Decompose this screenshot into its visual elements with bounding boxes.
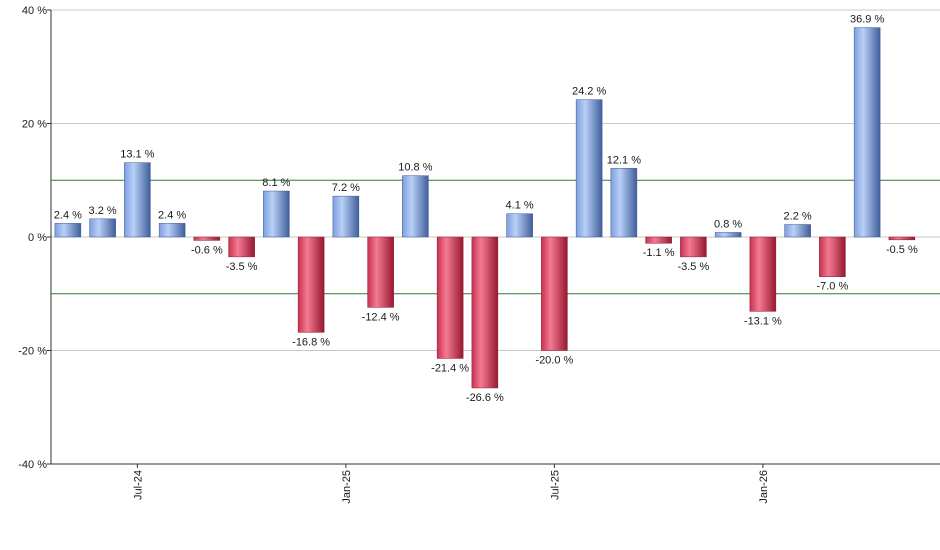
bar <box>158 223 186 238</box>
bar-value-label: 3.2 % <box>89 205 117 217</box>
bar-value-label: -0.5 % <box>886 244 918 256</box>
bar <box>436 236 464 359</box>
bar <box>263 190 290 238</box>
bar <box>610 168 638 238</box>
bar <box>853 27 881 238</box>
bar-value-label: -20.0 % <box>535 355 573 367</box>
bar <box>297 236 325 333</box>
bar <box>541 236 568 351</box>
y-tick-label: -20 % <box>18 346 47 358</box>
bar-value-label: 8.1 % <box>262 177 290 189</box>
y-tick-label: 20 % <box>22 119 47 131</box>
x-tick-label: Jul-25 <box>549 470 561 500</box>
bar <box>575 99 603 238</box>
bar <box>89 218 116 238</box>
bar <box>506 213 533 238</box>
x-tick-label: Jan-26 <box>758 470 770 504</box>
bars <box>54 27 916 389</box>
bar <box>402 175 429 238</box>
bar-value-labels: 2.4 % 3.2 %13.1 %2.4 %-0.6 %-3.5 %8.1 %-1… <box>54 14 918 404</box>
bar <box>367 236 394 308</box>
bar-value-label: -12.4 % <box>362 311 400 323</box>
bar-value-label: -26.6 % <box>466 392 504 404</box>
y-tick-label: -40 % <box>18 459 47 471</box>
bar-value-label: 36.9 % <box>850 14 884 26</box>
bar <box>784 224 811 238</box>
bar-value-label: 24.2 % <box>572 86 606 98</box>
bar <box>54 223 82 238</box>
bar-value-label: 12.1 % <box>607 154 641 166</box>
bar <box>888 236 916 241</box>
bar <box>332 195 360 238</box>
bar <box>228 236 255 258</box>
bar-value-label: 7.2 % <box>332 182 360 194</box>
bar-value-label: 10.8 % <box>398 162 432 174</box>
x-tick-label: Jul-24 <box>132 470 144 500</box>
bar-value-label: 13.1 % <box>120 149 154 161</box>
bar <box>645 236 672 244</box>
y-tick-label: 40 % <box>22 5 47 17</box>
bar-value-label: 4.1 % <box>506 200 534 212</box>
x-tick-label: Jan-25 <box>341 470 353 504</box>
bar-value-label: -3.5 % <box>226 261 258 273</box>
bar-value-label: -3.5 % <box>677 261 709 273</box>
bar <box>680 236 707 258</box>
y-axis-tick-labels: 40 % 20 % 0 % -20 % -40 % <box>18 5 51 471</box>
bar-value-label: -13.1 % <box>744 315 782 327</box>
bar-value-label: -21.4 % <box>431 362 469 374</box>
bar <box>819 236 846 277</box>
bar-value-label: -16.8 % <box>292 336 330 348</box>
bar-value-label: -1.1 % <box>643 247 675 259</box>
bar-value-label: 2.4 % <box>158 209 186 221</box>
x-axis-tick-labels: Jul-24 Jan-25 Jul-25 Jan-26 <box>132 464 770 504</box>
bar <box>471 236 499 389</box>
bar-value-label: 2.2 % <box>784 211 812 223</box>
bar <box>749 236 777 312</box>
bar <box>193 236 221 241</box>
bar <box>124 162 151 238</box>
y-tick-label: 0 % <box>28 232 47 244</box>
bar-value-label: 0.8 % <box>714 218 742 230</box>
bar-value-label: 2.4 % <box>54 209 82 221</box>
bar <box>714 232 742 238</box>
bar-value-label: -7.0 % <box>816 281 848 293</box>
bar-value-label: -0.6 % <box>191 244 223 256</box>
